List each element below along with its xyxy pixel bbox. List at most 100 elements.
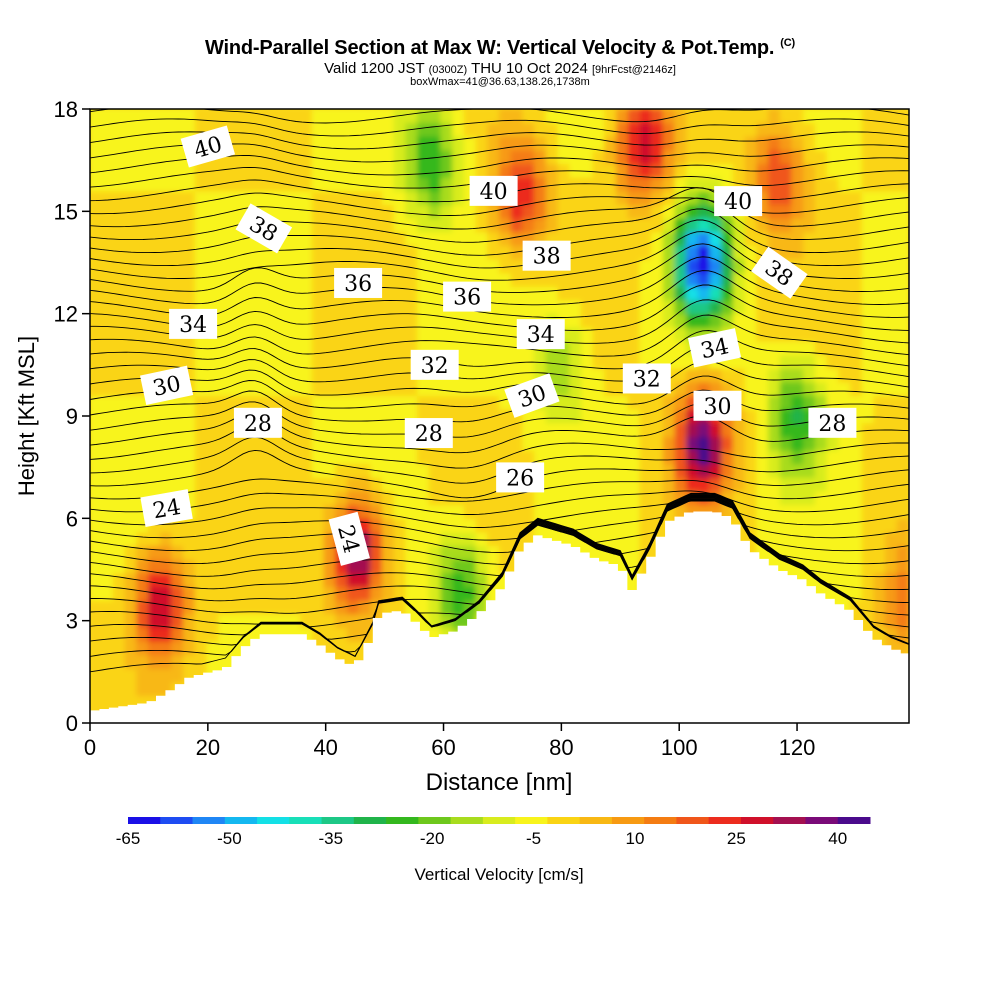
velocity-cell [861, 545, 875, 560]
velocity-cell [814, 163, 828, 178]
velocity-cell [814, 204, 828, 219]
velocity-cell [885, 545, 898, 560]
velocity-cell [534, 299, 547, 315]
velocity-cell [896, 122, 909, 137]
velocity-cell [896, 490, 909, 506]
velocity-cell [838, 176, 851, 192]
velocity-cell [616, 463, 629, 478]
velocity-cell [592, 449, 606, 465]
velocity-cell [171, 408, 185, 424]
velocity-cell [545, 449, 559, 465]
velocity-cell [417, 285, 430, 301]
velocity-cell [896, 572, 909, 588]
velocity-cell [90, 504, 103, 519]
velocity-cell [850, 217, 863, 233]
velocity-cell [370, 135, 383, 151]
velocity-cell [194, 504, 208, 519]
velocity-cell [171, 626, 185, 642]
velocity-cell [557, 163, 571, 178]
velocity-cell [850, 176, 863, 192]
velocity-cell [382, 381, 395, 397]
velocity-cell [814, 531, 828, 547]
contour-label-text: 34 [527, 323, 555, 348]
velocity-cell [709, 422, 723, 437]
velocity-cell [101, 517, 114, 533]
velocity-cell [814, 545, 828, 560]
velocity-cell [733, 217, 746, 233]
velocity-cell [229, 572, 243, 588]
velocity-cell [323, 135, 337, 151]
velocity-cell [674, 313, 688, 328]
velocity-cell [475, 326, 489, 342]
velocity-cell [475, 204, 489, 219]
velocity-cell [580, 517, 594, 533]
velocity-cell [463, 422, 477, 437]
velocity-cell [803, 149, 816, 165]
velocity-cell [370, 231, 383, 246]
velocity-cell [709, 163, 723, 178]
velocity-cell [300, 122, 313, 137]
velocity-cell [405, 531, 419, 547]
velocity-cell [768, 517, 781, 533]
velocity-cell [253, 190, 266, 206]
velocity-cell [604, 463, 617, 478]
velocity-cell [288, 204, 302, 219]
velocity-cell [370, 190, 383, 206]
velocity-cell [90, 340, 103, 356]
velocity-cell [463, 135, 477, 151]
velocity-cell [159, 285, 173, 301]
velocity-cell [393, 395, 407, 410]
velocity-cell [756, 217, 770, 233]
velocity-cell [885, 340, 898, 356]
velocity-cell [604, 190, 617, 206]
velocity-cell [850, 190, 863, 206]
velocity-cell [300, 586, 313, 601]
colorbar-swatch [160, 817, 194, 824]
velocity-cell [651, 285, 664, 301]
velocity-cell [101, 299, 114, 315]
velocity-cell [814, 313, 828, 328]
colorbar-label: Vertical Velocity [cm/s] [414, 865, 583, 884]
velocity-cell [428, 463, 442, 478]
velocity-cell [475, 545, 489, 560]
velocity-cell [124, 613, 138, 628]
velocity-cell [241, 572, 255, 588]
contour-label-text: 30 [704, 395, 732, 420]
velocity-cell [440, 258, 454, 274]
velocity-cell [686, 367, 699, 383]
velocity-cell [276, 545, 290, 560]
terrain-mask [90, 511, 909, 723]
forecast-info: [9hrFcst@2146z] [591, 64, 676, 76]
velocity-cell [756, 408, 770, 424]
velocity-cell [241, 463, 255, 478]
velocity-cell [499, 163, 512, 178]
velocity-cell [487, 313, 500, 328]
velocity-cell [265, 572, 278, 588]
velocity-cell [194, 626, 208, 642]
velocity-cell [323, 217, 337, 233]
velocity-cell [218, 285, 231, 301]
velocity-cell [335, 435, 348, 451]
velocity-cell [499, 422, 512, 437]
velocity-cell [300, 217, 313, 233]
velocity-cell [136, 476, 149, 492]
velocity-cell [136, 217, 149, 233]
velocity-cell [253, 476, 266, 492]
velocity-cell [159, 135, 173, 151]
velocity-cell [686, 204, 699, 219]
velocity-cell [616, 176, 629, 192]
velocity-cell [171, 449, 185, 465]
velocity-cell [405, 586, 419, 601]
chart-subtitle: Valid 1200 JST (0300Z) THU 10 Oct 2024 [… [0, 61, 1000, 78]
velocity-cell [791, 217, 805, 233]
velocity-cell [358, 463, 372, 478]
velocity-cell [136, 654, 149, 669]
velocity-cell [896, 135, 909, 151]
velocity-cell [265, 449, 278, 465]
velocity-cell [768, 340, 781, 356]
velocity-cell [159, 204, 173, 219]
velocity-cell [171, 667, 185, 683]
velocity-cell [300, 504, 313, 519]
velocity-cell [253, 381, 266, 397]
velocity-cell [323, 613, 337, 628]
